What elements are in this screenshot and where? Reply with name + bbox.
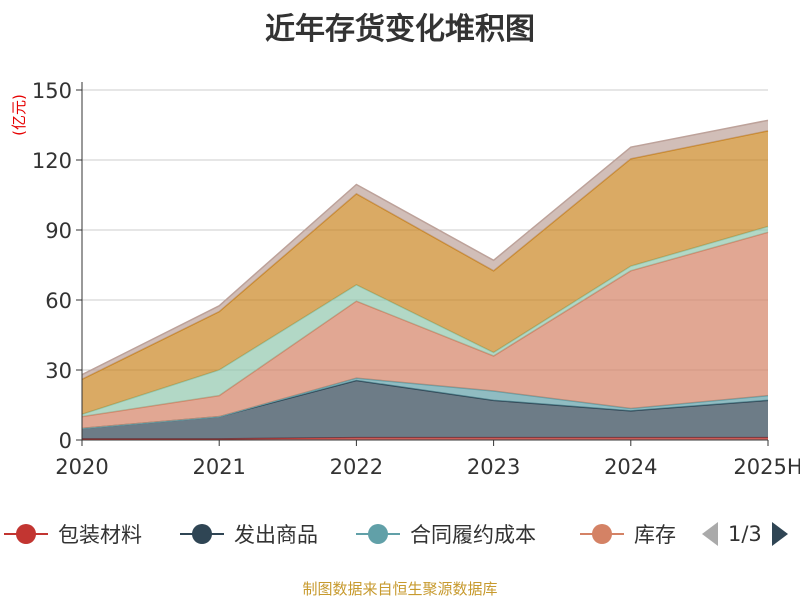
chart-title: 近年存货变化堆积图	[265, 12, 535, 47]
legend-page-indicator: 1/3	[728, 522, 762, 546]
legend-label: 发出商品	[234, 523, 318, 547]
y-tick-label: 30	[45, 359, 72, 383]
y-tick-label: 0	[59, 429, 72, 453]
area-series-4	[82, 226, 768, 417]
x-tick-label: 2023	[467, 455, 520, 479]
x-tick-label: 2025H	[733, 455, 800, 479]
legend-item[interactable]: 合同履约成本	[356, 516, 536, 552]
area-series-line-2	[81, 377, 769, 430]
y-tick-label: 120	[32, 149, 72, 173]
triangle-right-icon[interactable]	[770, 520, 790, 548]
y-tick-label: 90	[45, 219, 72, 243]
area-series-5	[82, 130, 768, 415]
y-axis-label: (亿元)	[10, 94, 28, 136]
legend-item[interactable]: 包装材料	[4, 516, 142, 552]
y-tick-label: 60	[45, 289, 72, 313]
legend-pager: 1/3	[700, 516, 790, 552]
x-tick-label: 2022	[330, 455, 383, 479]
legend-item[interactable]: 库存	[580, 516, 676, 552]
axes: 0 30 60 90 120 150 2020 2021 2022 2023 2024 2025H	[32, 79, 800, 479]
x-tick-label: 2021	[192, 455, 245, 479]
area-series-1	[82, 380, 768, 439]
legend-marker-icon	[580, 524, 624, 544]
legend-label: 包装材料	[58, 523, 142, 547]
area-series-layer	[81, 119, 769, 440]
legend-label: 合同履约成本	[410, 523, 536, 547]
y-tick-label: 150	[32, 79, 72, 103]
legend-marker-icon	[4, 524, 48, 544]
area-series-line-6	[81, 119, 769, 376]
area-series-2	[82, 378, 768, 429]
source-note: 制图数据来自恒生聚源数据库	[302, 580, 498, 598]
legend-marker-icon	[180, 524, 224, 544]
triangle-left-icon[interactable]	[700, 520, 720, 548]
legend-label: 库存	[634, 523, 676, 547]
x-tick-label: 2024	[604, 455, 657, 479]
x-tick-label: 2020	[55, 455, 108, 479]
area-series-3	[82, 232, 768, 429]
legend: 1/3 包装材料 发出商品 合同履约成本 库存	[0, 516, 800, 552]
legend-marker-icon	[356, 524, 400, 544]
area-series-6	[82, 120, 768, 380]
legend-item[interactable]: 发出商品	[180, 516, 318, 552]
